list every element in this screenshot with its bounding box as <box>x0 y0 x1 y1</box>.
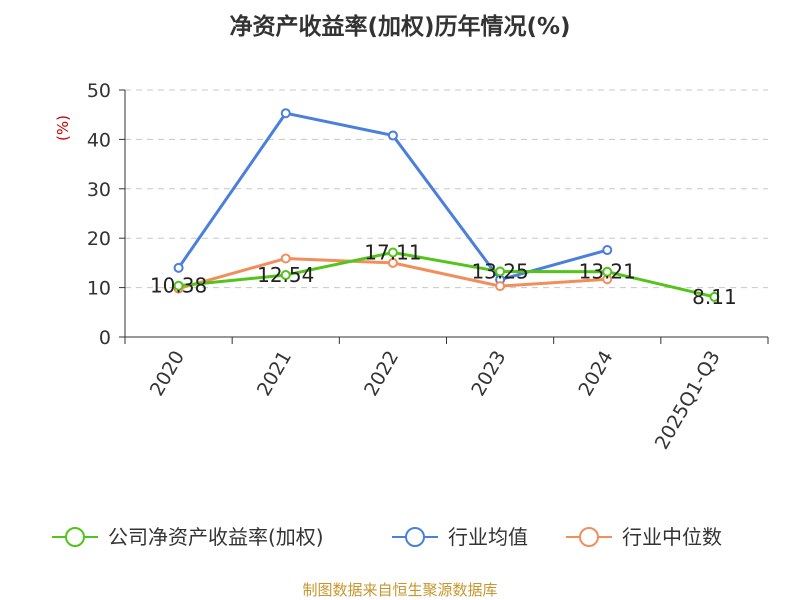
y-tick-label: 30 <box>87 179 111 201</box>
x-tick-label: 2020 <box>146 347 189 400</box>
data-point <box>280 253 291 264</box>
legend-item[interactable]: 行业中位数 <box>566 525 722 549</box>
series-line <box>178 250 715 299</box>
y-tick-label: 20 <box>87 228 111 250</box>
data-point <box>602 245 613 256</box>
legend-marker <box>405 527 425 547</box>
series-lines <box>173 108 720 302</box>
data-point <box>173 262 184 273</box>
y-axis-label: (%) <box>54 115 72 141</box>
data-point <box>387 247 398 258</box>
legend-label: 行业均值 <box>448 525 528 549</box>
data-point <box>280 108 291 119</box>
x-tick-label: 2025Q1-Q3 <box>651 347 725 453</box>
data-label: 8.11 <box>692 285 737 309</box>
legend-label: 公司净资产收益率(加权) <box>108 525 324 549</box>
data-point <box>602 266 613 277</box>
data-point <box>280 270 291 281</box>
legend-item[interactable]: 行业均值 <box>392 525 528 549</box>
legend[interactable]: 公司净资产收益率(加权) 行业均值 行业中位数 <box>52 525 722 549</box>
legend-item[interactable]: 公司净资产收益率(加权) <box>52 525 324 549</box>
data-label: 12.54 <box>257 263 314 287</box>
chart-title: 净资产收益率(加权)历年情况(%) <box>229 13 570 40</box>
data-label: 13.25 <box>471 260 528 284</box>
data-label: 10.38 <box>150 274 207 298</box>
data-point <box>173 280 184 291</box>
axes: 0 10 20 30 40 50 2020 2021 2022 2023 2024 2025Q1-Q3 <box>87 80 769 453</box>
x-tick-label: 2024 <box>574 347 617 400</box>
y-tick-label: 40 <box>87 129 111 151</box>
data-point <box>387 130 398 141</box>
data-point <box>387 257 398 268</box>
y-tick-label: 0 <box>99 327 111 349</box>
data-label: 13.21 <box>579 260 636 284</box>
data-point <box>495 281 506 292</box>
grid-lines <box>125 89 768 289</box>
data-label: 17.11 <box>364 240 421 264</box>
x-tick-label: 2022 <box>360 347 403 400</box>
y-tick-label: 50 <box>87 80 111 102</box>
data-labels: 10.38 12.54 17.11 13.25 13.21 8.11 <box>150 240 737 308</box>
data-point <box>709 291 720 302</box>
legend-marker <box>579 527 599 547</box>
source-note: 制图数据来自恒生聚源数据库 <box>302 581 497 599</box>
y-tick-label: 10 <box>87 278 111 300</box>
legend-label: 行业中位数 <box>622 525 722 549</box>
data-point <box>495 266 506 277</box>
x-tick-label: 2023 <box>467 347 510 400</box>
x-tick-label: 2021 <box>253 347 296 400</box>
legend-marker <box>65 527 85 547</box>
